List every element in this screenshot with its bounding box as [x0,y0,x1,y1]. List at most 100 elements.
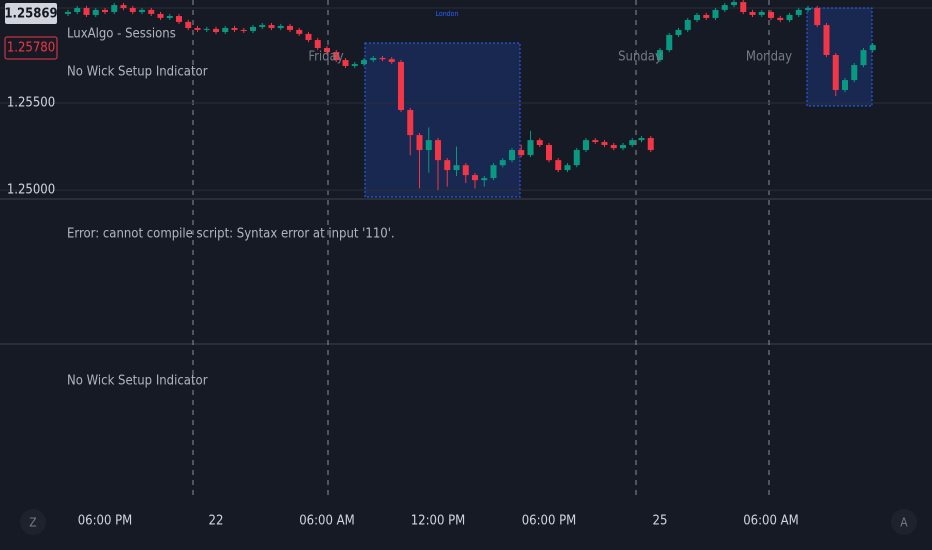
x-tick-label: 06:00 PM [78,514,133,529]
auto-button-label[interactable]: A [900,516,908,530]
candle-body [425,140,432,151]
candle-body [65,12,71,14]
candle-body [342,60,349,66]
candle-body [398,61,404,111]
candle-body [213,28,219,33]
candle-body [166,16,173,18]
candle-body [379,57,386,60]
candle-body [370,57,377,61]
candle-body [462,165,469,176]
indicator-title[interactable]: No Wick Setup Indicator [67,65,208,80]
candle-body [453,165,460,171]
candle-body [83,8,90,15]
x-tick-label: 06:00 PM [522,514,577,529]
day-label: Sunday [618,50,662,65]
candle-body [638,138,645,141]
candle-body [758,12,765,15]
candle-body [314,40,321,49]
candle-body [74,8,81,13]
candle-body [139,9,145,13]
auto-button[interactable] [891,509,917,535]
candle-body [740,2,747,13]
indicator-title[interactable]: No Wick Setup Indicator [67,374,208,389]
candle-body [120,5,127,9]
candle-body [675,29,682,35]
candle-body [564,165,571,171]
candle-body [111,5,118,13]
candle-body [536,140,543,145]
indicator-title[interactable]: LuxAlgo - Sessions [67,27,176,42]
candle-body [786,14,793,21]
candle-body [657,50,663,61]
candle-body [222,28,229,33]
price-badge-text: 1.25780 [7,41,55,56]
day-label: Monday [746,50,792,65]
candle-body [499,160,506,166]
x-tick-label: 25 [653,514,668,529]
candle-body [444,160,451,171]
candle-body [823,25,830,56]
candle-body [592,140,599,143]
x-tick-label: 22 [209,514,224,529]
candle-body [721,5,728,10]
candle-body [277,25,284,29]
candle-body [129,8,136,13]
candle-body [472,175,478,181]
plot [0,0,932,191]
candle-body [481,178,488,181]
candle-body [388,59,395,62]
candle-body [296,29,303,34]
candle-body [842,80,848,90]
candle-body [601,142,608,145]
session-lines [192,0,770,495]
candle-body [573,150,580,166]
candle-body [731,2,737,6]
candle-body [194,28,201,30]
candle-body [268,25,275,29]
candle-body [351,64,358,66]
candle-body [333,52,340,61]
candle-body [832,55,839,90]
candle-body [250,26,256,31]
x-tick-label: 12:00 PM [411,514,466,529]
x-tick-label: 06:00 AM [299,514,355,529]
candle-body [546,144,552,161]
candle-body [324,48,330,53]
candle-body [814,8,821,26]
zoom-button-label[interactable]: Z [29,516,36,530]
day-label: Friday [308,50,343,65]
y-tick-label: 1.25000 [7,183,55,198]
candle-body [583,140,589,151]
price-badge-text: 1.25869 [4,7,57,22]
candle-body [361,60,367,65]
candle-body [240,29,247,31]
candle-body [860,50,867,66]
candle-body [92,9,99,15]
error-message: Error: cannot compile script: Syntax err… [67,227,395,242]
candle-body [694,14,700,21]
zoom-button[interactable] [20,509,46,535]
candle-body [749,12,756,15]
candle-body [148,9,155,14]
candle-body [509,150,515,161]
session-label: London [435,10,458,18]
candle-body [259,25,266,27]
candle-body [518,150,525,156]
session-box [364,42,521,198]
candle-body [703,14,710,18]
candle-body [647,138,654,151]
candle-body [490,165,497,179]
candle-body [795,9,802,15]
candle-body [805,8,811,10]
y-tick-label: 1.25500 [7,96,55,111]
candle-body [768,12,774,18]
candle-body [231,28,238,30]
candle-body [176,16,182,22]
price-badge [4,36,58,60]
candle-body [684,20,691,30]
candle-body [555,160,562,171]
candle-body [416,135,423,151]
